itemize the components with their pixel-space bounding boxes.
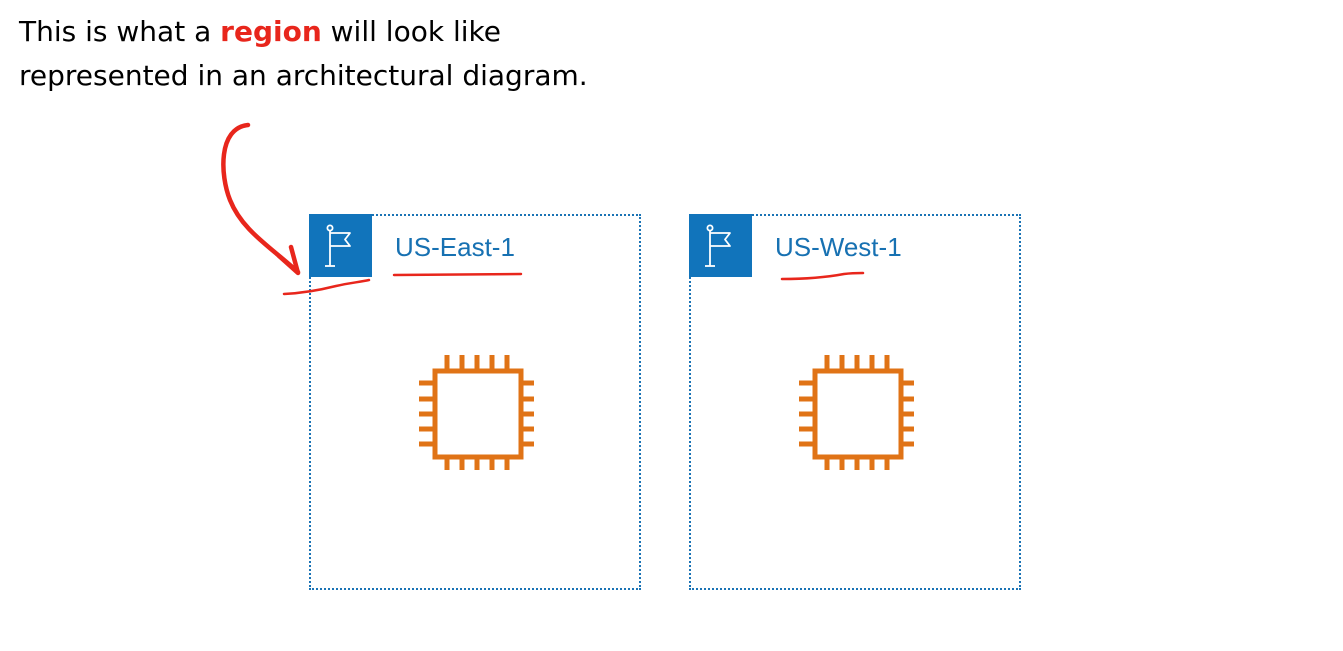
- region-box-us-west-1: US-West-1: [689, 214, 1021, 590]
- region-box-us-east-1: US-East-1: [309, 214, 641, 590]
- chip-icon: [799, 355, 914, 470]
- flag-icon: [309, 214, 372, 277]
- arrow-annotation: [221, 122, 301, 275]
- chip-icon: [419, 355, 534, 470]
- flag-icon: [689, 214, 752, 277]
- caption-suffix: will look like: [321, 15, 501, 48]
- region-label: US-West-1: [775, 232, 902, 262]
- caption-prefix: This is what a: [19, 15, 221, 48]
- region-label: US-East-1: [395, 232, 515, 262]
- arrow-head: [276, 244, 301, 276]
- caption-line2: represented in an architectural diagram.: [19, 59, 588, 92]
- caption-text: This is what a region will look like repr…: [19, 10, 588, 98]
- caption-highlight: region: [220, 15, 322, 48]
